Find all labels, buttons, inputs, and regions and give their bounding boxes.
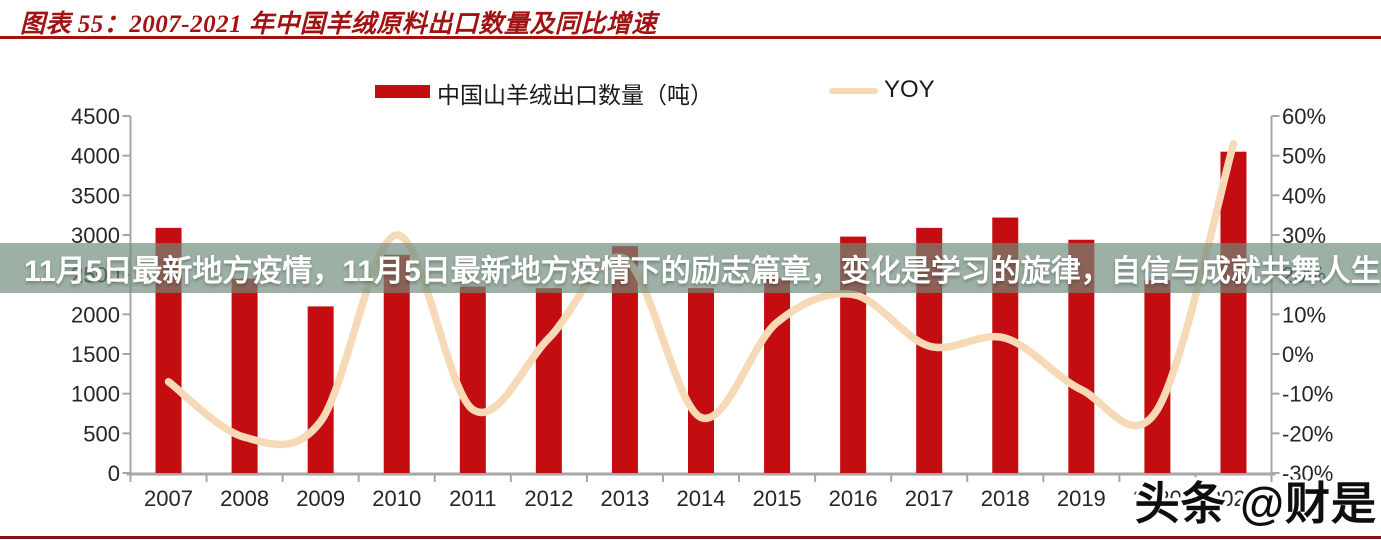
x-axis-label: 2010 [372,486,421,511]
x-axis-label: 2020 [1133,486,1182,511]
left-axis-label: 4000 [71,144,120,169]
left-axis-label: 3500 [71,183,120,208]
right-axis-label: -30% [1282,461,1333,486]
x-axis-label: 2017 [905,486,954,511]
bar-2020 [1144,280,1171,473]
x-axis-label: 2012 [524,486,573,511]
left-axis-label: 0 [108,461,120,486]
right-axis-label: 60% [1282,104,1326,129]
page-title: 图表 55：2007-2021 年中国羊绒原料出口数量及同比增速 [20,11,657,38]
left-axis-label: 2000 [71,302,120,327]
bar-2021 [1220,151,1247,473]
title-underline [0,36,1381,39]
x-axis-label: 2008 [220,486,269,511]
x-axis-label: 2009 [296,486,345,511]
x-axis-label: 2014 [677,486,726,511]
left-axis-label: 1000 [71,382,120,407]
legend-bar-label: 中国山羊绒出口数量（吨） [437,83,713,108]
watermark-text: 头条 @财是 [1134,478,1377,529]
x-axis-label: 2007 [144,486,193,511]
x-axis-label: 2019 [1057,486,1106,511]
bar-2012 [535,288,562,473]
right-axis-label: 0% [1282,342,1314,367]
bar-2011 [459,286,486,473]
legend-line-label: YOY [884,76,935,103]
overlay-banner-text: 11月5日最新地方疫情，11月5日最新地方疫情下的励志篇章，变化是学习的旋律，自… [24,255,1381,288]
right-axis-label: 10% [1282,302,1326,327]
x-axis-label: 2021 [1209,486,1258,511]
bar-2008 [231,278,258,473]
right-axis-label: -20% [1282,421,1333,446]
bottom-border-line [0,536,1381,539]
legend-line-swatch [829,88,878,94]
x-axis-label: 2013 [600,486,649,511]
x-axis-label: 2015 [753,486,802,511]
right-axis-label: -10% [1282,382,1333,407]
left-axis-label: 500 [83,421,120,446]
x-axis-label: 2018 [981,486,1030,511]
right-axis-label: 40% [1282,183,1326,208]
x-axis-label: 2016 [829,486,878,511]
legend-bar-swatch [375,85,430,98]
x-axis-label: 2011 [449,486,496,511]
bar-2014 [688,288,714,473]
yoy-line [164,140,1238,449]
bar-2009 [307,306,334,473]
chart-legend: 中国山羊绒出口数量（吨） YOY [0,76,1381,108]
bar-2015 [764,278,791,473]
right-axis-label: 50% [1282,144,1326,169]
left-axis-label: 1500 [71,342,120,367]
left-axis-label: 4500 [71,104,120,129]
overlay-banner: 11月5日最新地方疫情，11月5日最新地方疫情下的励志篇章，变化是学习的旋律，自… [0,243,1381,293]
